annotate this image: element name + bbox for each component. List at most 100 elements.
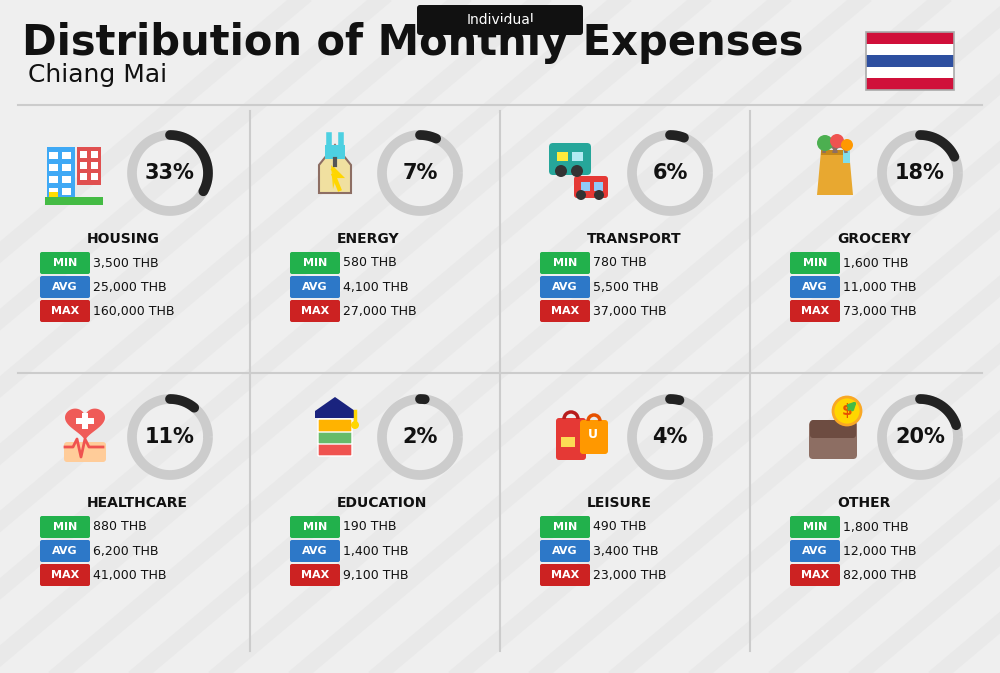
Text: 1,400 THB: 1,400 THB (343, 544, 409, 557)
Text: 2%: 2% (402, 427, 438, 447)
Text: 580 THB: 580 THB (343, 256, 397, 269)
Text: MAX: MAX (301, 306, 329, 316)
Text: MIN: MIN (53, 522, 77, 532)
Circle shape (351, 421, 359, 429)
Bar (572, 152, 583, 161)
Text: 37,000 THB: 37,000 THB (593, 304, 667, 318)
FancyBboxPatch shape (290, 516, 340, 538)
Bar (866, 67, 954, 78)
Bar (581, 182, 590, 191)
Text: 41,000 THB: 41,000 THB (93, 569, 166, 581)
FancyBboxPatch shape (810, 420, 856, 438)
Text: 6,200 THB: 6,200 THB (93, 544, 158, 557)
Text: 780 THB: 780 THB (593, 256, 647, 269)
Text: 1,600 THB: 1,600 THB (843, 256, 908, 269)
Text: 3,500 THB: 3,500 THB (93, 256, 159, 269)
FancyBboxPatch shape (556, 418, 586, 460)
FancyBboxPatch shape (40, 300, 90, 322)
Text: Distribution of Monthly Expenses: Distribution of Monthly Expenses (22, 22, 804, 64)
Text: MAX: MAX (801, 570, 829, 580)
Text: 20%: 20% (895, 427, 945, 447)
Text: MIN: MIN (803, 258, 827, 268)
Bar (77, 147, 101, 185)
Text: ENERGY: ENERGY (337, 232, 400, 246)
Bar (49, 176, 58, 183)
Text: U: U (588, 429, 598, 441)
Text: Chiang Mai: Chiang Mai (28, 63, 167, 87)
FancyBboxPatch shape (790, 540, 840, 562)
Bar (76, 418, 94, 424)
Text: MAX: MAX (51, 306, 79, 316)
Bar (49, 152, 58, 159)
FancyBboxPatch shape (318, 419, 352, 432)
Circle shape (555, 165, 567, 177)
FancyBboxPatch shape (290, 276, 340, 298)
Bar (62, 152, 71, 159)
Text: 190 THB: 190 THB (343, 520, 396, 534)
Text: 6%: 6% (652, 163, 688, 183)
Circle shape (594, 190, 604, 200)
Bar (45, 197, 103, 205)
Text: OTHER: OTHER (837, 496, 890, 510)
Text: 4,100 THB: 4,100 THB (343, 281, 409, 293)
Bar (843, 147, 850, 163)
Text: AVG: AVG (302, 282, 328, 292)
FancyBboxPatch shape (290, 540, 340, 562)
FancyBboxPatch shape (64, 442, 106, 462)
FancyBboxPatch shape (40, 252, 90, 274)
Circle shape (833, 397, 861, 425)
Polygon shape (817, 151, 853, 195)
Polygon shape (315, 397, 355, 411)
Text: MIN: MIN (553, 258, 577, 268)
Text: $: $ (842, 404, 852, 419)
Polygon shape (65, 409, 105, 441)
Text: AVG: AVG (802, 282, 828, 292)
Text: 25,000 THB: 25,000 THB (93, 281, 167, 293)
Text: AVG: AVG (552, 546, 578, 556)
Text: MAX: MAX (551, 306, 579, 316)
FancyBboxPatch shape (417, 5, 583, 35)
FancyBboxPatch shape (40, 516, 90, 538)
FancyBboxPatch shape (290, 252, 340, 274)
FancyBboxPatch shape (40, 276, 90, 298)
Text: HEALTHCARE: HEALTHCARE (87, 496, 188, 510)
Text: 11,000 THB: 11,000 THB (843, 281, 916, 293)
FancyBboxPatch shape (809, 421, 857, 459)
FancyBboxPatch shape (540, 276, 590, 298)
Bar (866, 44, 954, 55)
Bar (821, 150, 849, 155)
Text: 5,500 THB: 5,500 THB (593, 281, 659, 293)
Bar (866, 78, 954, 90)
FancyBboxPatch shape (790, 516, 840, 538)
FancyBboxPatch shape (790, 564, 840, 586)
FancyBboxPatch shape (580, 420, 608, 454)
Bar (91, 173, 98, 180)
FancyBboxPatch shape (790, 276, 840, 298)
Circle shape (830, 134, 844, 148)
FancyBboxPatch shape (790, 252, 840, 274)
Text: 33%: 33% (145, 163, 195, 183)
Text: MIN: MIN (553, 522, 577, 532)
FancyBboxPatch shape (290, 300, 340, 322)
Bar (49, 164, 58, 171)
Bar (62, 164, 71, 171)
Bar (49, 192, 58, 197)
Bar (62, 188, 71, 195)
Text: 11%: 11% (145, 427, 195, 447)
Text: Individual: Individual (466, 13, 534, 27)
Text: 880 THB: 880 THB (93, 520, 147, 534)
Text: MAX: MAX (301, 570, 329, 580)
Circle shape (576, 190, 586, 200)
Polygon shape (319, 145, 351, 193)
Text: 160,000 THB: 160,000 THB (93, 304, 175, 318)
Text: 18%: 18% (895, 163, 945, 183)
Bar (557, 152, 568, 161)
Text: 3,400 THB: 3,400 THB (593, 544, 658, 557)
Bar (47, 147, 75, 199)
Bar (866, 55, 954, 67)
Bar (80, 162, 87, 169)
Bar (80, 151, 87, 158)
Text: TRANSPORT: TRANSPORT (587, 232, 682, 246)
FancyBboxPatch shape (540, 252, 590, 274)
Bar (49, 188, 58, 195)
